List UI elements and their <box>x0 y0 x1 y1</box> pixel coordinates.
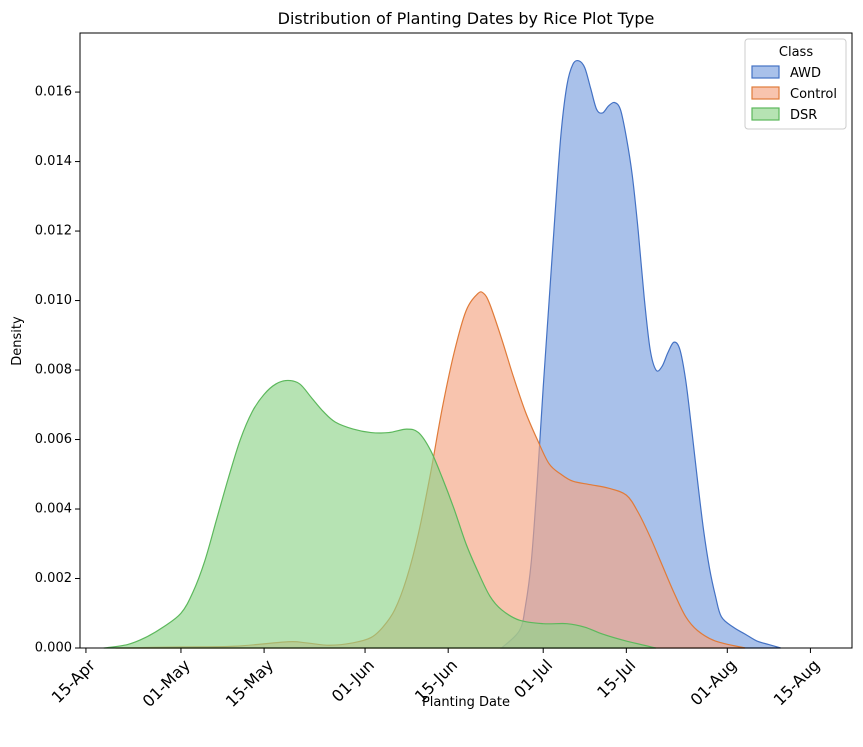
x-axis-label: Planting Date <box>422 695 510 710</box>
legend-label-control: Control <box>790 87 837 102</box>
legend: Class AWD Control DSR <box>744 38 847 130</box>
y-ticks: 0.000 0.002 0.004 0.006 0.008 0.010 0.012 0.014… <box>35 85 80 656</box>
legend-swatch-dsr <box>751 107 780 121</box>
legend-label-awd: AWD <box>790 66 821 81</box>
x-tick-label: 01-May <box>139 656 194 711</box>
plot-frame <box>79 32 853 649</box>
y-tick-label: 0.016 <box>35 85 72 100</box>
y-axis-label: Density <box>10 316 25 366</box>
y-tick-label: 0.008 <box>35 363 72 378</box>
density-areas <box>103 59 781 649</box>
x-tick-label: 15-May <box>222 656 277 711</box>
y-tick-label: 0.010 <box>35 293 72 308</box>
chart-title: Distribution of Planting Dates by Rice P… <box>278 9 655 28</box>
legend-title: Class <box>779 45 813 60</box>
x-tick-label: 01-Jun <box>328 656 378 706</box>
legend-box <box>744 38 847 130</box>
y-tick-label: 0.006 <box>35 432 72 447</box>
legend-swatch-control <box>751 86 780 100</box>
axes <box>79 32 853 649</box>
legend-swatch-awd <box>751 65 780 79</box>
legend-entries: AWD Control DSR <box>751 65 837 123</box>
area-dsr <box>103 379 657 649</box>
y-tick-label: 0.004 <box>35 502 72 517</box>
y-tick-label: 0.014 <box>35 154 72 169</box>
legend-label-dsr: DSR <box>790 108 817 123</box>
x-tick-label: 01-Aug <box>687 656 741 710</box>
x-tick-label: 15-Jul <box>593 656 639 702</box>
y-tick-label: 0.000 <box>35 641 72 656</box>
y-tick-label: 0.002 <box>35 571 72 586</box>
y-tick-label: 0.012 <box>35 224 72 239</box>
x-tick-label: 15-Apr <box>48 655 100 707</box>
x-tick-label: 15-Aug <box>770 656 824 710</box>
x-tick-label: 01-Jul <box>510 656 556 702</box>
